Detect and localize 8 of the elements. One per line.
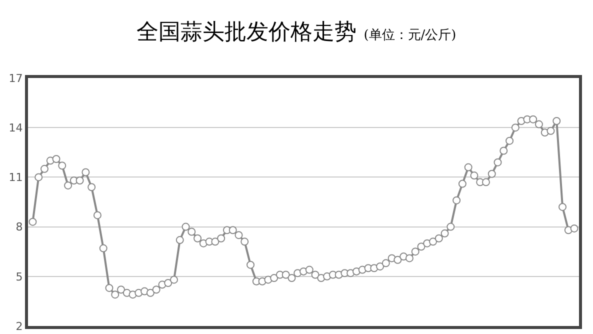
- y-tick-label: 8: [16, 220, 23, 234]
- y-tick-label: 14: [8, 121, 23, 134]
- y-tick-label: 2: [16, 320, 23, 333]
- y-tick-label: 5: [16, 270, 23, 284]
- chart-title: 全国蒜头批发价格走势: [136, 20, 357, 45]
- y-tick-label: 11: [8, 171, 23, 184]
- chart-subtitle: (单位：元/公斤): [364, 28, 456, 43]
- y-tick-label: 17: [8, 72, 23, 85]
